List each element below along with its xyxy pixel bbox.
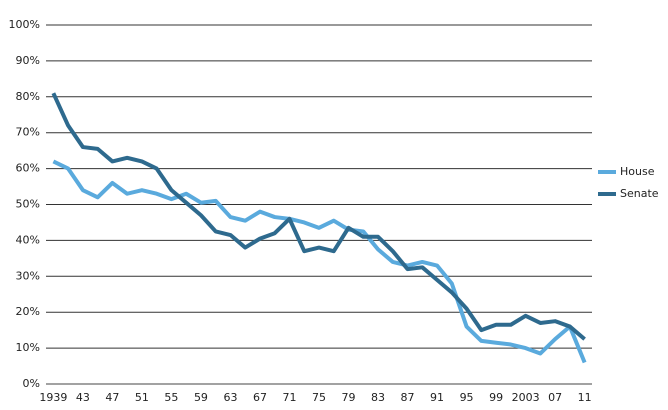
y-tick-label: 100% (9, 18, 40, 31)
x-tick-label: 99 (489, 391, 503, 404)
x-tick-label: 91 (430, 391, 444, 404)
x-tick-label: 71 (282, 391, 296, 404)
line-series (51, 92, 586, 341)
y-tick-label: 0% (23, 377, 40, 390)
y-tick-label: 30% (16, 269, 40, 282)
y-tick-label: 90% (16, 54, 40, 67)
x-tick-label: 1939 (39, 391, 67, 404)
legend-label: Senate (620, 187, 659, 200)
x-tick-label: 75 (312, 391, 326, 404)
y-tick-label: 40% (16, 233, 40, 246)
x-tick-label: 47 (105, 391, 119, 404)
x-tick-label: 43 (76, 391, 90, 404)
x-tick-label: 59 (194, 391, 208, 404)
x-tick-label: 55 (164, 391, 178, 404)
x-tick-label: 67 (253, 391, 267, 404)
x-tick-label: 87 (401, 391, 415, 404)
x-tick-label: 2003 (512, 391, 540, 404)
x-tick-label: 07 (548, 391, 562, 404)
y-tick-label: 60% (16, 162, 40, 175)
x-tick-label: 79 (342, 391, 356, 404)
x-tick-label: 11 (578, 391, 592, 404)
y-tick-label: 70% (16, 126, 40, 139)
x-tick-label: 83 (371, 391, 385, 404)
legend-label: House (620, 165, 655, 178)
y-tick-label: 20% (16, 305, 40, 318)
x-tick-label: 63 (223, 391, 237, 404)
x-tick-label: 95 (460, 391, 474, 404)
line-series (52, 159, 587, 364)
y-tick-label: 10% (16, 341, 40, 354)
x-tick-label: 51 (135, 391, 149, 404)
y-tick-label: 80% (16, 90, 40, 103)
y-tick-label: 50% (16, 198, 40, 211)
